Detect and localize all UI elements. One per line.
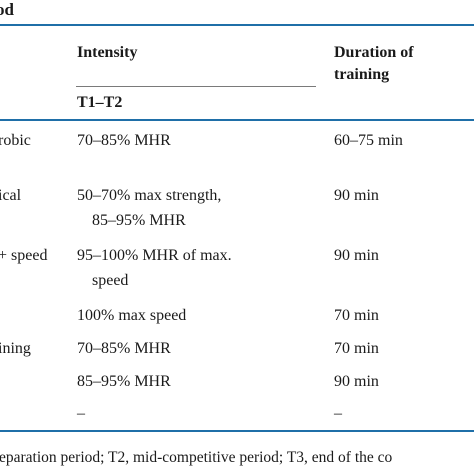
- header-bottom-rule: [0, 119, 474, 121]
- row-intensity-line2: 85–95% MHR: [92, 212, 186, 229]
- header-period: T1–T2: [77, 94, 123, 111]
- row-duration: –: [334, 405, 342, 422]
- table-title: od: [0, 0, 14, 19]
- bottom-rule: [0, 430, 474, 432]
- row-intensity: –: [77, 405, 85, 422]
- row-intensity: 50–70% max strength,: [77, 187, 222, 204]
- row-activity: + speed: [0, 247, 48, 264]
- table-footnote: eparation period; T2, mid-competitive pe…: [0, 449, 393, 466]
- header-duration-line1: Duration of: [334, 44, 414, 61]
- row-duration: 90 min: [334, 247, 379, 264]
- row-duration: 70 min: [334, 307, 379, 324]
- row-intensity: 100% max speed: [77, 307, 187, 324]
- row-intensity: 70–85% MHR: [77, 340, 171, 357]
- row-intensity-line2: speed: [92, 272, 129, 289]
- row-activity: robic: [0, 132, 31, 149]
- header-intensity: Intensity: [77, 44, 138, 61]
- row-intensity: 70–85% MHR: [77, 132, 171, 149]
- row-duration: 60–75 min: [334, 132, 403, 149]
- row-duration: 90 min: [334, 187, 379, 204]
- header-subrule: [76, 86, 316, 87]
- row-activity: ical: [0, 187, 22, 204]
- top-rule: [0, 24, 474, 26]
- row-intensity: 95–100% MHR of max.: [77, 247, 232, 264]
- row-duration: 70 min: [334, 340, 379, 357]
- row-duration: 90 min: [334, 373, 379, 390]
- row-activity: ining: [0, 340, 31, 357]
- header-duration-line2: training: [334, 66, 390, 83]
- row-intensity: 85–95% MHR: [77, 373, 171, 390]
